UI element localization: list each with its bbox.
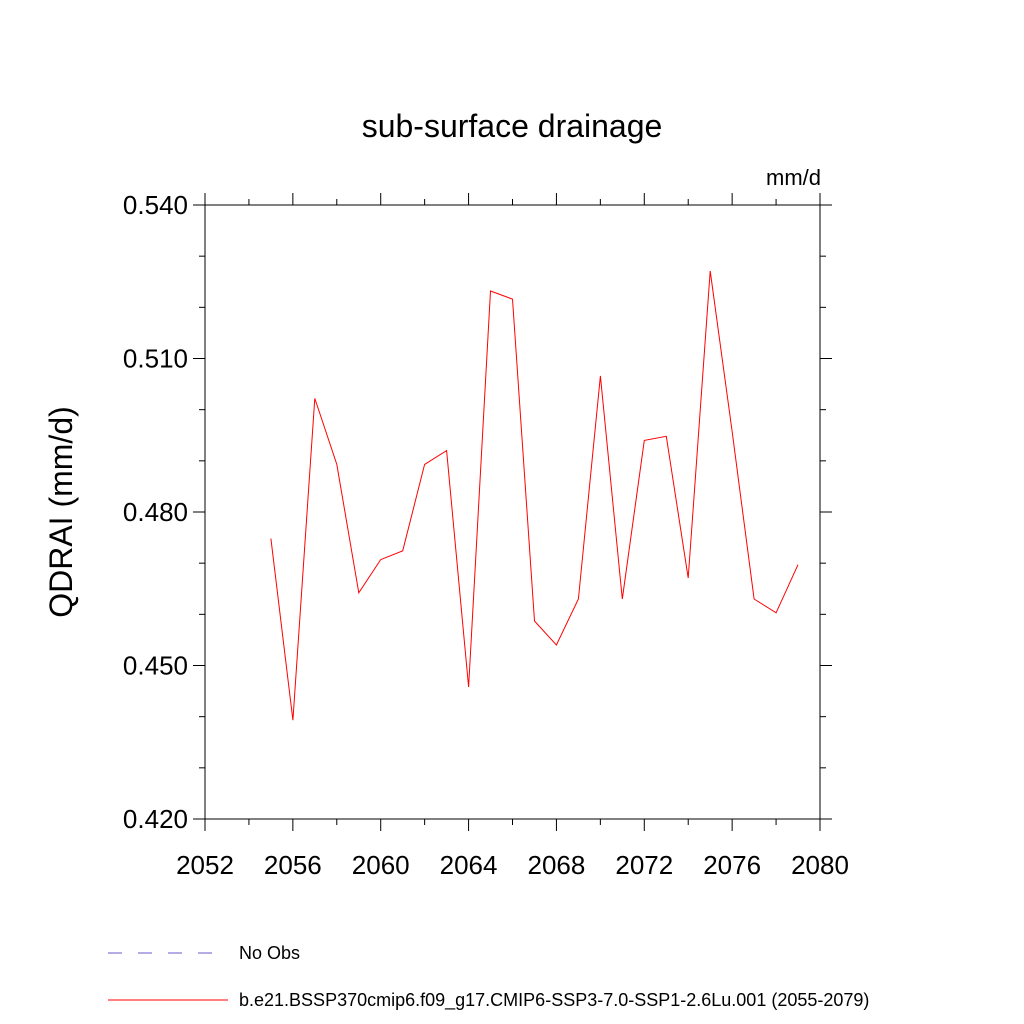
x-tick-label: 2064 xyxy=(440,850,498,880)
x-tick-label: 2072 xyxy=(615,850,673,880)
plot-frame xyxy=(204,204,821,820)
units-label: mm/d xyxy=(766,165,821,190)
chart-title: sub-surface drainage xyxy=(362,108,663,144)
x-tick-label: 2068 xyxy=(528,850,586,880)
series-line xyxy=(270,270,799,721)
x-tick-label: 2060 xyxy=(352,850,410,880)
x-tick-label: 2080 xyxy=(791,850,849,880)
y-tick-labels: 0.420 0.450 0.480 0.510 0.540 xyxy=(123,190,188,834)
y-tick-label: 0.540 xyxy=(123,190,188,220)
x-tick-label: 2076 xyxy=(703,850,761,880)
y-tick-label: 0.450 xyxy=(123,651,188,681)
y-tick-label: 0.510 xyxy=(123,344,188,374)
legend-label: No Obs xyxy=(239,943,300,963)
legend: No Obs b.e21.BSSP370cmip6.f09_g17.CMIP6-S… xyxy=(108,943,869,1011)
axis-ticks xyxy=(193,193,832,831)
legend-label: b.e21.BSSP370cmip6.f09_g17.CMIP6-SSP3-7.… xyxy=(239,990,869,1011)
y-tick-label: 0.420 xyxy=(123,804,188,834)
y-axis-label: QDRAI (mm/d) xyxy=(43,406,79,618)
x-tick-labels: 2052 2056 2060 2064 2068 2072 2076 2080 xyxy=(176,850,849,880)
y-tick-label: 0.480 xyxy=(123,497,188,527)
x-tick-label: 2056 xyxy=(264,850,322,880)
series-lines xyxy=(270,270,799,721)
x-tick-label: 2052 xyxy=(176,850,234,880)
